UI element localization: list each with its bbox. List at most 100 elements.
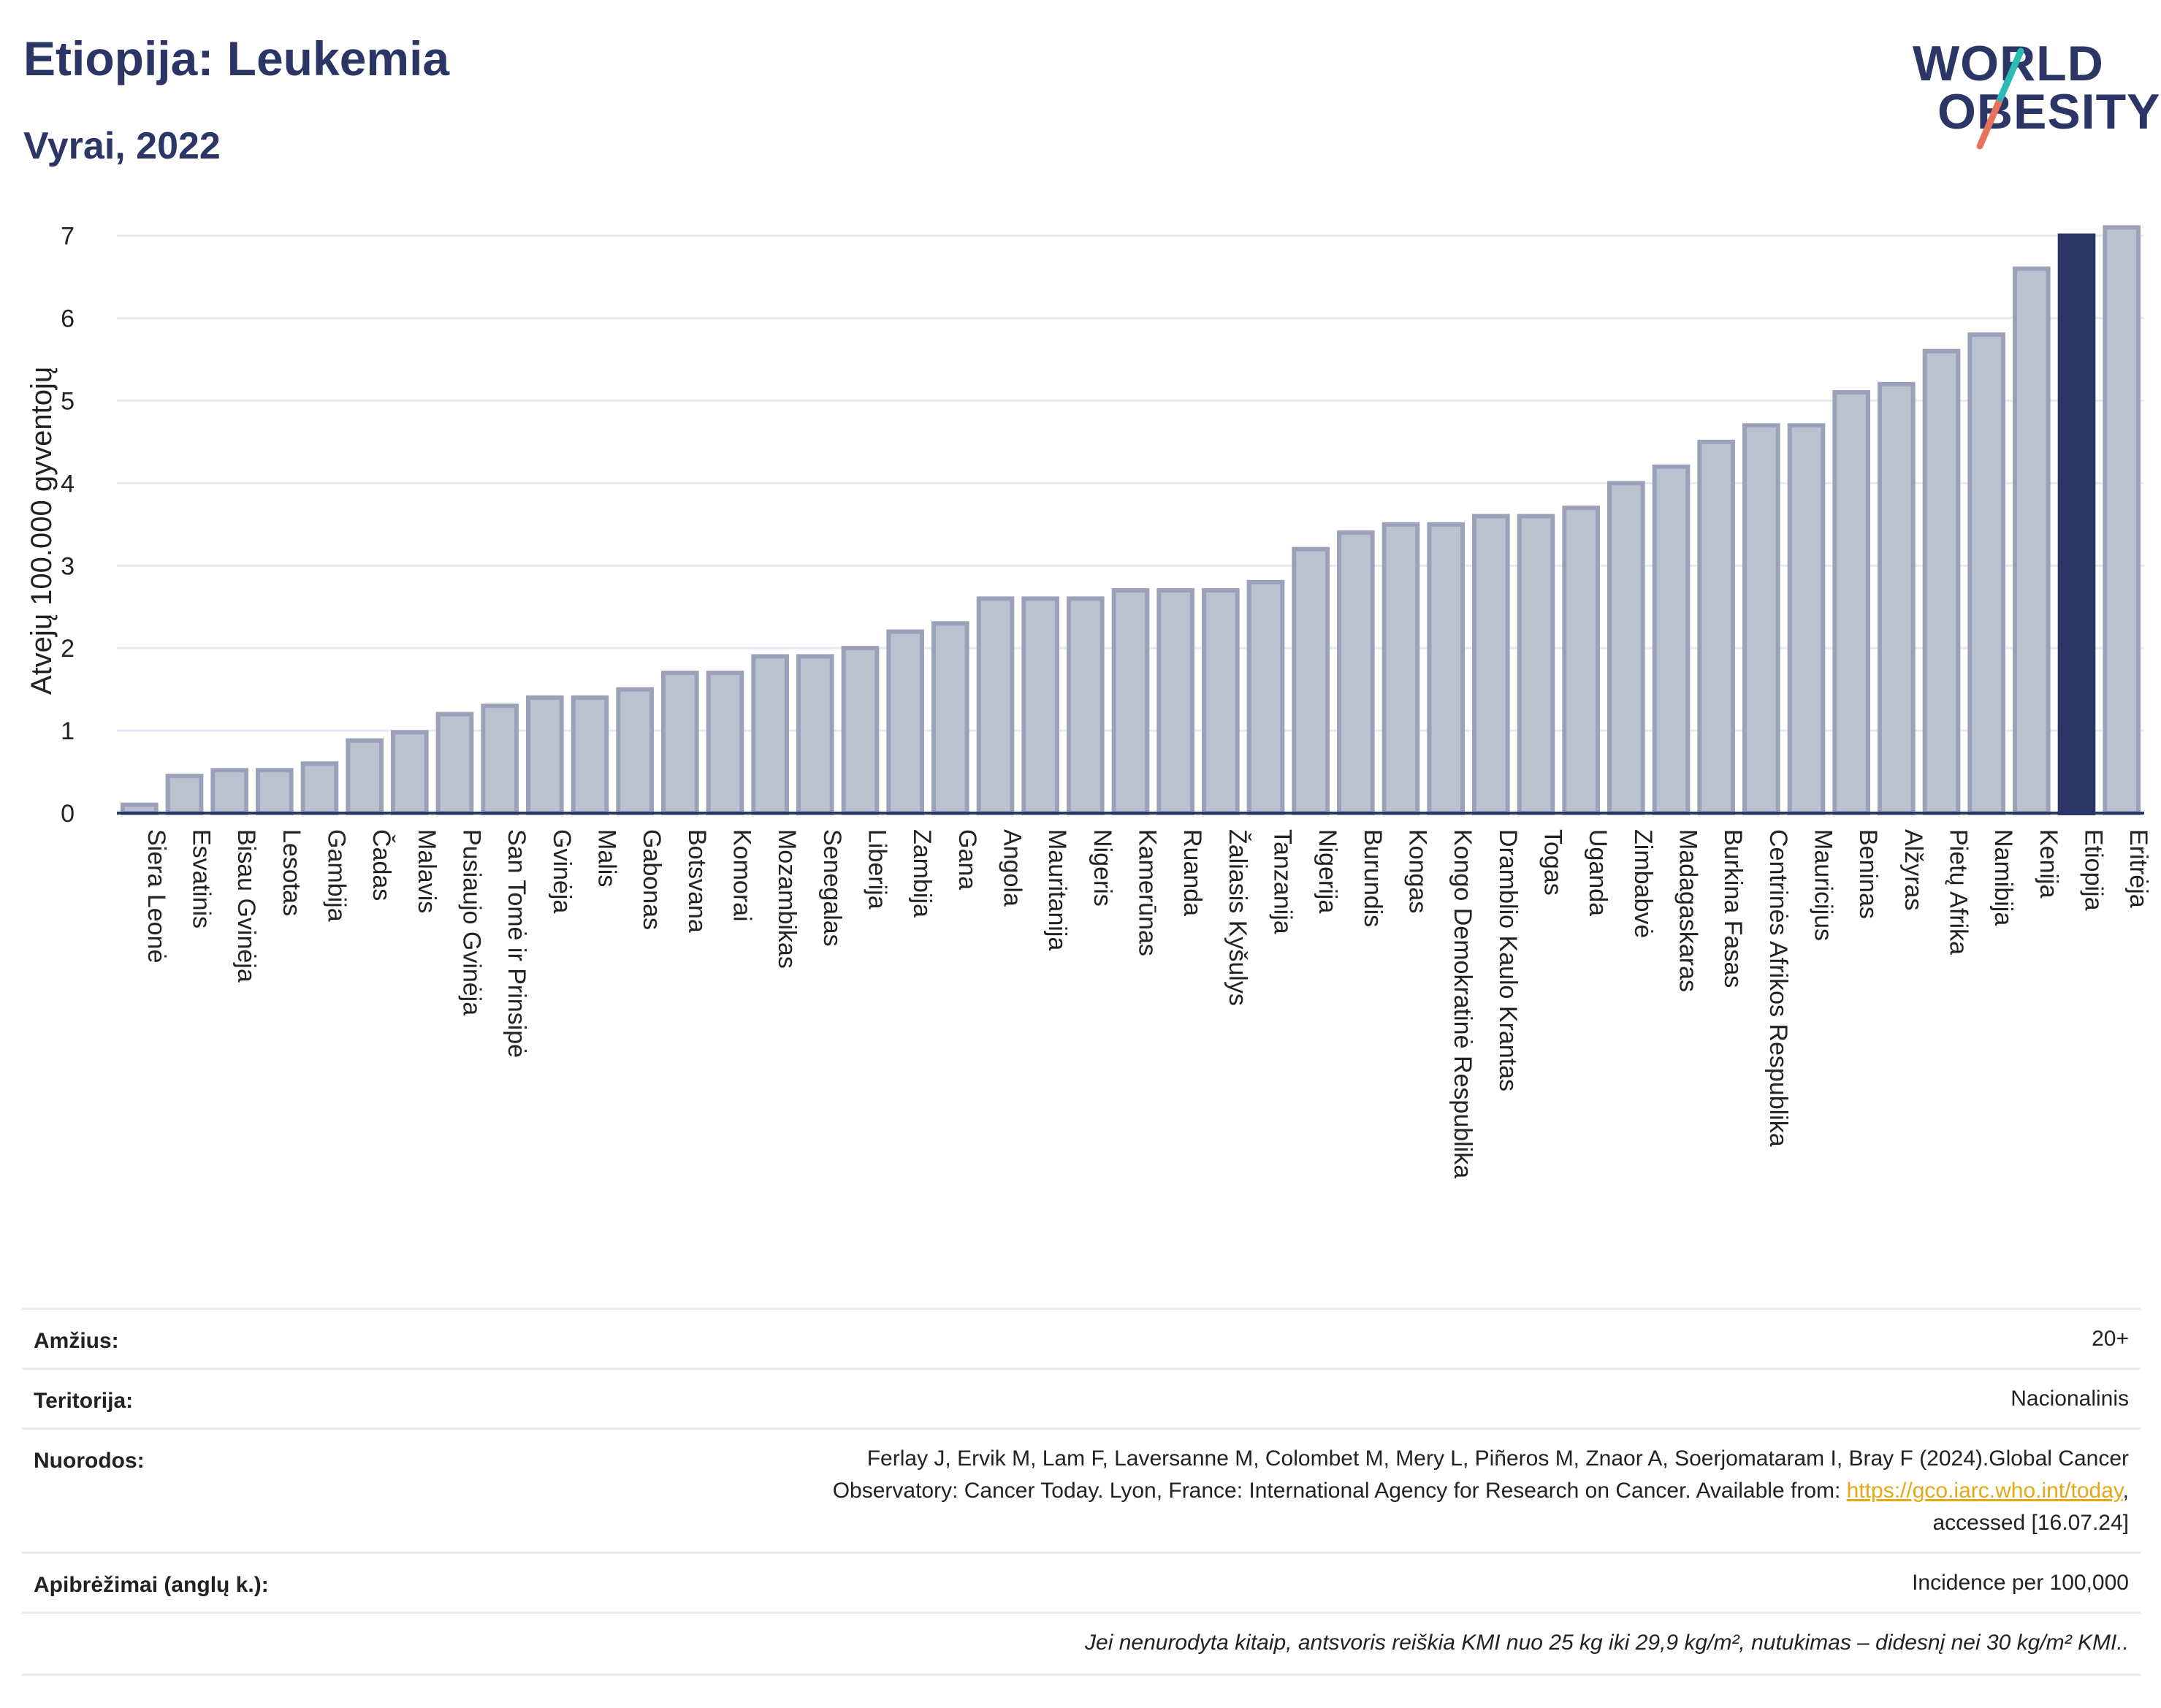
bar <box>1607 481 1645 815</box>
bar <box>391 730 429 816</box>
bar <box>841 646 880 816</box>
bar <box>616 687 654 815</box>
bar <box>796 654 834 815</box>
bar <box>1517 514 1555 815</box>
references-line2: Observatory: Cancer Today. Lyon, France:… <box>833 1475 2129 1507</box>
bar <box>1337 530 1375 815</box>
bar <box>435 712 474 815</box>
bar <box>1156 588 1194 815</box>
bar <box>1967 332 2005 816</box>
bar <box>1067 596 1105 816</box>
bar <box>661 671 699 816</box>
x-tick-label: Kamerūnas <box>1134 829 1162 956</box>
age-value: 20+ <box>2092 1327 2129 1351</box>
x-tick-label: Nigerija <box>1314 829 1341 913</box>
x-tick-label: Mauritanija <box>1043 829 1071 950</box>
x-tick-label: Namibija <box>1989 829 2017 926</box>
meta-row-age: Amžius: 20+ <box>22 1308 2141 1370</box>
bar <box>1787 423 1826 815</box>
x-tick-label: Etiopija <box>2080 829 2108 911</box>
x-tick-label: Liberija <box>864 829 891 910</box>
x-tick-label: Alžyras <box>1899 829 1927 910</box>
y-tick-label: 5 <box>61 387 75 415</box>
y-tick-label: 0 <box>61 800 75 828</box>
logo-slash-icon <box>1976 47 2024 150</box>
x-tick-label: Kongo Demokratinė Respublika <box>1449 829 1476 1178</box>
x-tick-label: Nigeris <box>1089 829 1116 907</box>
references-line1: Ferlay J, Ervik M, Lam F, Laversanne M, … <box>866 1446 2129 1471</box>
bar <box>256 768 294 815</box>
x-tick-label: Gambija <box>323 829 351 922</box>
bar <box>2013 266 2051 815</box>
x-tick-label: Komorai <box>728 829 756 922</box>
x-tick-label: Zambija <box>908 829 936 918</box>
bar <box>1878 381 1916 815</box>
bar <box>1562 506 1600 815</box>
y-tick-label: 3 <box>61 552 75 580</box>
bar <box>1472 514 1510 815</box>
footnote-text: Jei nenurodyta kitaip, antsvoris reiškia… <box>1085 1631 2129 1655</box>
bar <box>1292 546 1330 816</box>
x-tick-label: Burkina Fasas <box>1719 829 1747 988</box>
x-tick-label: Pietų Afrika <box>1945 829 1973 955</box>
references-line3: accessed [16.07.24] <box>1932 1511 2129 1535</box>
bar <box>1021 596 1059 816</box>
bar <box>1111 588 1150 815</box>
x-tick-label: Siera Leonė <box>142 829 170 963</box>
bar <box>2103 225 2141 815</box>
y-tick-label: 6 <box>61 305 75 333</box>
x-tick-label: Togas <box>1539 829 1567 896</box>
x-tick-label: Mauricijus <box>1810 829 1837 941</box>
bar <box>706 671 744 816</box>
x-tick-label: Ruanda <box>1178 829 1206 916</box>
meta-row-footnote: Jei nenurodyta kitaip, antsvoris reiškia… <box>22 1612 2141 1676</box>
bar <box>1427 522 1465 816</box>
x-tick-label: Botsvana <box>683 829 711 933</box>
x-tick-label: Gana <box>953 829 981 890</box>
meta-row-territory: Teritorija: Nacionalinis <box>22 1368 2141 1430</box>
y-tick-label: 1 <box>61 717 75 745</box>
references-value: Ferlay J, Ervik M, Lam F, Laversanne M, … <box>833 1443 2129 1539</box>
bar <box>1742 423 1780 815</box>
bar <box>1202 588 1240 815</box>
bar <box>886 629 924 815</box>
x-tick-label: Gabonas <box>638 829 666 930</box>
age-label: Amžius: <box>34 1329 119 1353</box>
x-tick-label: Lesotas <box>278 829 305 916</box>
bars <box>121 225 2141 816</box>
logo-line2: OBESITY <box>1937 84 2161 140</box>
world-obesity-logo: WORLD OBESITY <box>1907 29 2160 161</box>
x-tick-label: Esvatinis <box>188 829 216 929</box>
territory-label: Teritorija: <box>34 1389 134 1413</box>
definitions-label: Apibrėžimai (anglų k.): <box>34 1573 269 1597</box>
bar <box>1652 464 1691 815</box>
page-title: Etiopija: Leukemia <box>23 31 450 85</box>
meta-row-definitions: Apibrėžimai (anglų k.): Incidence per 10… <box>22 1552 2141 1614</box>
x-tick-label: Zimbabvė <box>1629 829 1657 938</box>
x-tick-label: Pusiaujo Gvinėja <box>458 829 486 1015</box>
bar <box>976 596 1015 816</box>
bar <box>165 774 204 815</box>
definitions-value: Incidence per 100,000 <box>1912 1571 2129 1595</box>
bar <box>1246 579 1285 815</box>
bar <box>481 704 519 815</box>
bar <box>931 621 969 816</box>
x-tick-label: Dramblio Kaulo Krantas <box>1494 829 1522 1091</box>
bar <box>571 695 609 816</box>
references-link[interactable]: https://gco.iarc.who.int/today <box>1846 1479 2123 1503</box>
x-tick-label: Beninas <box>1854 829 1882 919</box>
references-label: Nuorodos: <box>34 1449 145 1473</box>
references-line2-post: , <box>2122 1479 2129 1503</box>
x-tick-label: Malavis <box>413 829 441 913</box>
x-tick-label: Tanzanija <box>1269 829 1297 934</box>
x-tick-label: Gvinėja <box>548 829 576 913</box>
bar-chart: 0 1 2 3 4 5 6 7 Siera Leonė Esvatinis Bisau Gvinė… <box>26 223 2152 1179</box>
bar-highlight <box>2057 233 2096 816</box>
bar <box>1697 439 1735 815</box>
x-tick-label: Čadas <box>367 829 395 901</box>
bar <box>751 654 789 815</box>
y-tick-label: 7 <box>61 223 75 251</box>
x-tick-label: Bisau Gvinėja <box>232 829 260 983</box>
x-tick-label: Kongas <box>1404 829 1432 913</box>
x-tick-label: Uganda <box>1584 829 1612 916</box>
